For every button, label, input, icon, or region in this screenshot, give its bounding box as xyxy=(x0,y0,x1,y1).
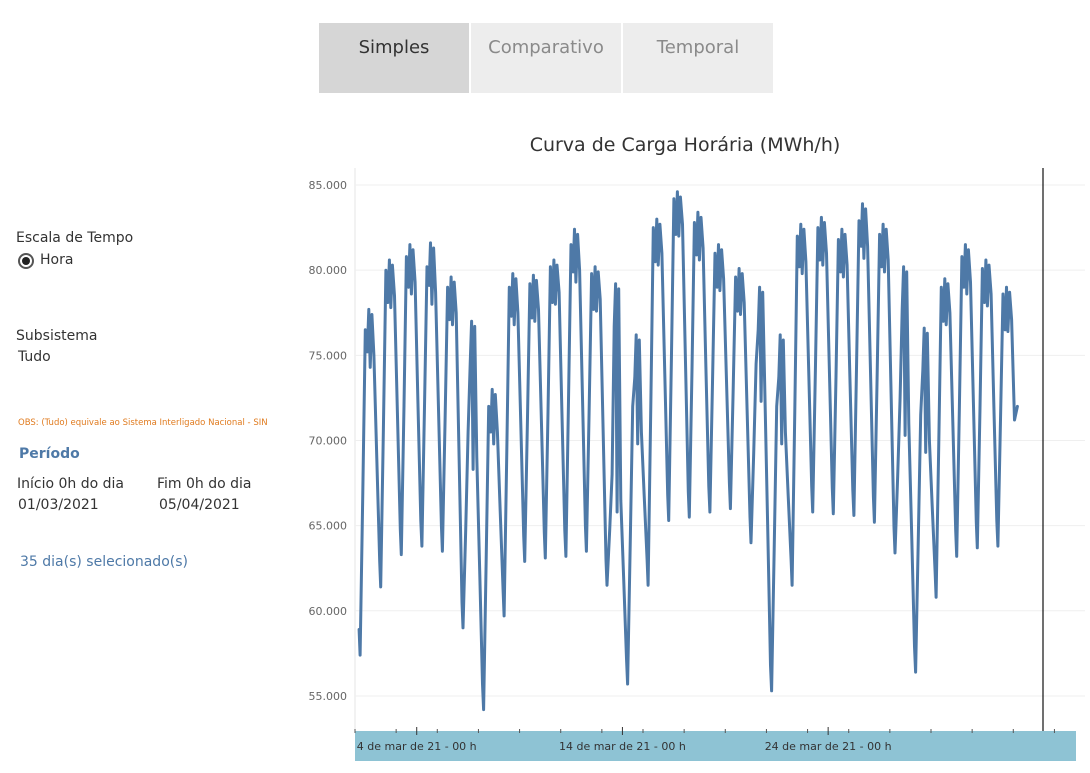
tab-simples[interactable]: Simples xyxy=(319,23,469,93)
radio-hora-label[interactable]: Hora xyxy=(40,252,74,268)
chart-title: Curva de Carga Horária (MWh/h) xyxy=(529,134,841,156)
subsystem-select[interactable]: Tudo xyxy=(18,349,51,365)
x-tick-label: 4 de mar de 21 - 00 h xyxy=(357,740,477,753)
subsystem-label: Subsistema xyxy=(16,328,98,344)
y-tick-label: 55.000 xyxy=(309,690,348,703)
tab-comparativo[interactable]: Comparativo xyxy=(471,23,621,93)
start-date-label: Início 0h do dia xyxy=(17,476,124,492)
end-date-label: Fim 0h do dia xyxy=(157,476,252,492)
y-tick-label: 75.000 xyxy=(309,349,348,362)
end-date-input[interactable]: 05/04/2021 xyxy=(159,497,240,513)
selected-days-count: 35 dia(s) selecionado(s) xyxy=(20,554,188,570)
load-series-line[interactable] xyxy=(357,190,1019,712)
time-scale-label: Escala de Tempo xyxy=(16,230,134,246)
y-tick-label: 85.000 xyxy=(309,179,348,192)
sin-note: OBS: (Tudo) equivale ao Sistema Interlig… xyxy=(18,418,268,428)
radio-hora[interactable] xyxy=(18,253,34,269)
view-tabs: Simples Comparativo Temporal xyxy=(319,23,773,93)
x-axis-band[interactable] xyxy=(355,731,1076,761)
y-tick-label: 80.000 xyxy=(309,264,348,277)
x-tick-label: 14 de mar de 21 - 00 h xyxy=(559,740,686,753)
tab-temporal[interactable]: Temporal xyxy=(623,23,773,93)
start-date-input[interactable]: 01/03/2021 xyxy=(18,497,99,513)
period-heading: Período xyxy=(19,446,80,462)
y-tick-label: 70.000 xyxy=(309,434,348,447)
load-curve-chart[interactable]: 85.000 80.000 75.000 70.000 65.000 60.000 55.0… xyxy=(300,160,1090,773)
y-tick-label: 60.000 xyxy=(309,605,348,618)
x-tick-label: 24 de mar de 21 - 00 h xyxy=(765,740,892,753)
y-tick-label: 65.000 xyxy=(309,520,348,533)
